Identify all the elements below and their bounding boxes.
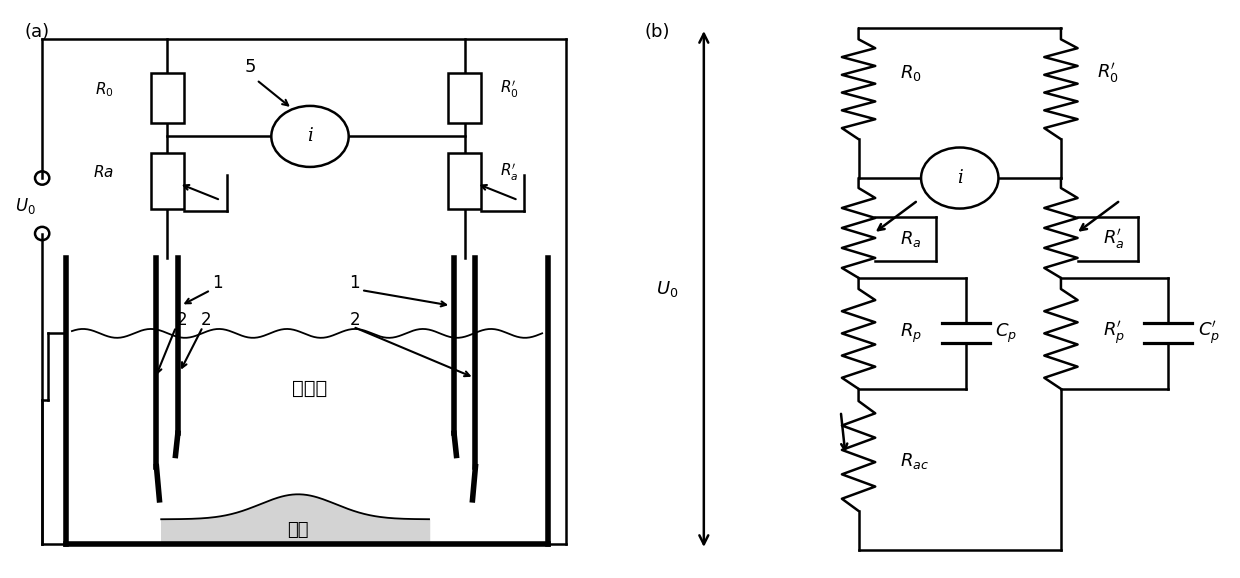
- Text: (a): (a): [25, 23, 50, 40]
- Bar: [449, 153, 481, 209]
- Text: 2: 2: [350, 310, 360, 328]
- Text: $Ra$: $Ra$: [93, 165, 114, 180]
- Text: 1: 1: [350, 275, 360, 292]
- Text: $R_0'$: $R_0'$: [1096, 61, 1118, 84]
- Text: $R_0$: $R_0$: [900, 62, 923, 83]
- Text: $R_0$: $R_0$: [95, 80, 114, 99]
- Text: 1: 1: [212, 275, 223, 292]
- Text: $C_p'$: $C_p'$: [1198, 320, 1220, 347]
- Text: $R_0'$: $R_0'$: [501, 79, 520, 100]
- Text: $R_a$: $R_a$: [900, 229, 921, 249]
- Text: $U_0$: $U_0$: [15, 196, 36, 216]
- Text: 电解液: 电解液: [293, 379, 327, 398]
- Text: i: i: [957, 169, 962, 187]
- Text: 2: 2: [201, 310, 211, 328]
- Text: $R_a'$: $R_a'$: [501, 162, 518, 183]
- Text: (b): (b): [645, 23, 670, 40]
- Ellipse shape: [921, 147, 998, 209]
- Bar: [151, 73, 184, 123]
- Text: 样品: 样品: [288, 521, 309, 539]
- Text: $C_p$: $C_p$: [996, 322, 1018, 345]
- Text: $R_p$: $R_p$: [900, 322, 923, 345]
- Text: 5: 5: [244, 58, 257, 76]
- Bar: [151, 153, 184, 209]
- Bar: [449, 73, 481, 123]
- Text: $U_0$: $U_0$: [656, 279, 678, 299]
- Text: 2: 2: [177, 310, 187, 328]
- Text: $R_{ac}$: $R_{ac}$: [900, 451, 929, 471]
- Ellipse shape: [272, 106, 348, 167]
- Text: i: i: [308, 127, 312, 146]
- Text: $R_p'$: $R_p'$: [1102, 320, 1125, 347]
- Text: $R_a'$: $R_a'$: [1102, 227, 1123, 251]
